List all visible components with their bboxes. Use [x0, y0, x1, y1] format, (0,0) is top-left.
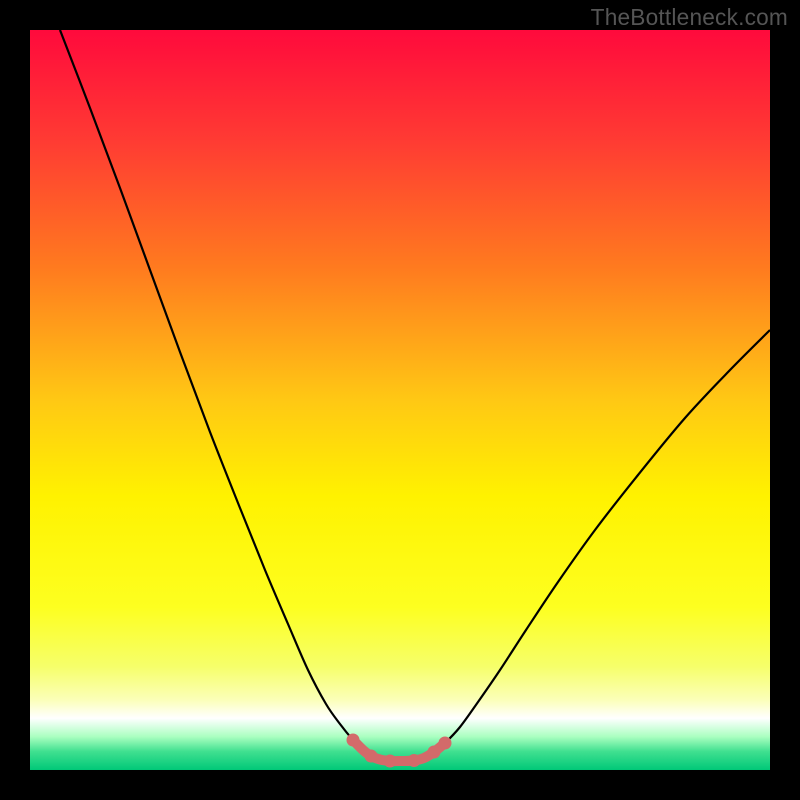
watermark-text: TheBottleneck.com [591, 4, 788, 31]
plot-area [30, 30, 770, 770]
gradient-background [30, 30, 770, 770]
chart-frame: TheBottleneck.com [0, 0, 800, 800]
